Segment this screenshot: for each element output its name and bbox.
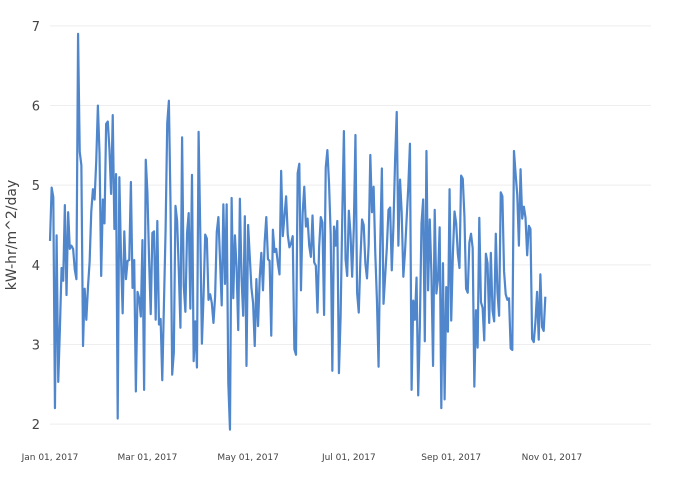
x-tick-label: Nov 01, 2017 [522, 453, 583, 463]
y-tick-label: 5 [32, 179, 40, 194]
series-line [48, 32, 547, 431]
y-tick-label: 6 [32, 100, 40, 115]
x-tick-label: May 01, 2017 [217, 453, 279, 463]
y-tick-label: 2 [32, 418, 40, 433]
y-tick-label: 7 [32, 20, 40, 35]
x-tick-label: Jan 01, 2017 [21, 453, 79, 463]
y-tick-label: 4 [32, 259, 40, 274]
x-tick-label: Sep 01, 2017 [421, 453, 481, 463]
x-axis-ticks: Jan 01, 2017 Mar 01, 2017 May 01, 2017 Jul … [21, 453, 583, 463]
x-tick-label: Mar 01, 2017 [117, 453, 177, 463]
y-tick-label: 3 [32, 338, 40, 353]
x-tick-label: Jul 01, 2017 [321, 453, 376, 463]
y-axis-label: kW-hr/m^2/day [4, 180, 20, 291]
y-axis-ticks: 2 3 4 5 6 7 [32, 20, 40, 433]
